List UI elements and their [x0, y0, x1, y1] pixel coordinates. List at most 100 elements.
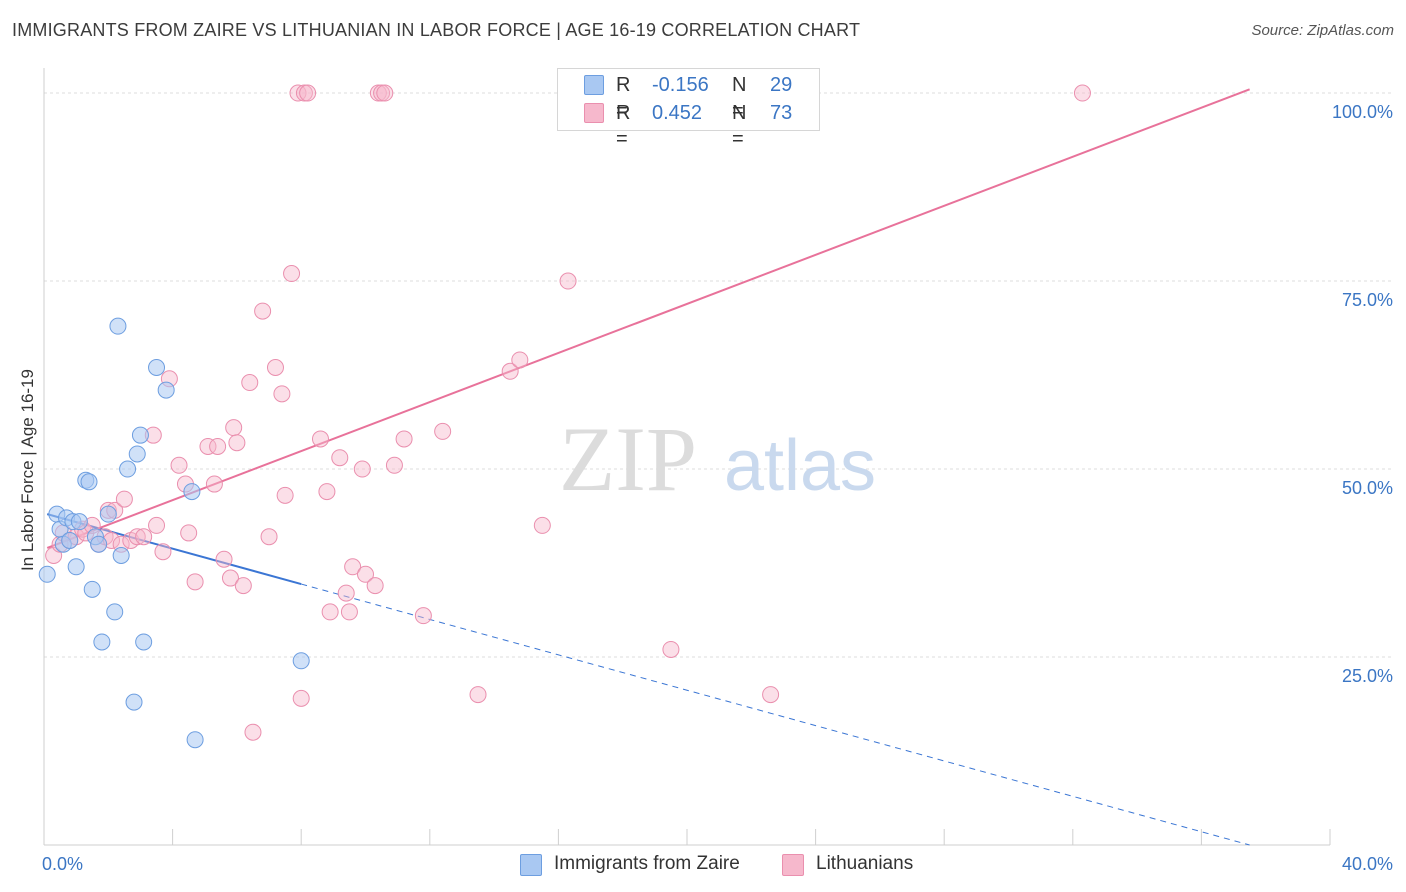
- watermark-atlas: atlas: [724, 426, 876, 506]
- zaire-point: [67, 558, 85, 576]
- lithuanians-point: [221, 569, 239, 587]
- lithuanians-point: [289, 84, 307, 102]
- lithuanians-point: [276, 486, 294, 504]
- lithuanians-point: [321, 603, 339, 621]
- lithuanians-point: [337, 584, 355, 602]
- lithuanians-point: [559, 272, 577, 290]
- lithuanians-point: [353, 460, 371, 478]
- lithuanians-point: [244, 723, 262, 741]
- zaire-point: [119, 460, 137, 478]
- lithuanians-point: [254, 302, 272, 320]
- lithuanians-point: [501, 362, 519, 380]
- lithuanians-point: [344, 558, 362, 576]
- r-key: R =: [616, 74, 631, 122]
- lithuanians-point: [170, 456, 188, 474]
- lithuanians-point: [154, 543, 172, 561]
- lithuanians-point: [135, 528, 153, 546]
- lithuanians-point: [662, 640, 680, 658]
- y-tick-label: 50.0%: [1342, 478, 1393, 498]
- axes: [43, 68, 1331, 846]
- r-value: 0.452: [652, 102, 703, 124]
- zaire-point: [93, 633, 111, 651]
- zaire-point: [61, 531, 79, 549]
- series-legend: Immigrants from Zaire Lithuanians: [0, 852, 1406, 878]
- lithuanians-point: [331, 449, 349, 467]
- zaire-point: [135, 633, 153, 651]
- zaire-point: [292, 652, 310, 670]
- watermark-zip: ZIP: [559, 408, 697, 510]
- zaire-point: [186, 731, 204, 749]
- zaire-point: [109, 317, 127, 335]
- zaire-point: [131, 426, 149, 444]
- lithuanians-point: [340, 603, 358, 621]
- zaire-point: [83, 580, 101, 598]
- lithuanians-point: [299, 84, 317, 102]
- zaire-point: [183, 483, 201, 501]
- tick-labels: 25.0% 50.0% 75.0% 100.0% 0.0% 40.0%: [42, 102, 1393, 874]
- y-tick-label: 75.0%: [1342, 290, 1393, 310]
- zaire-point: [80, 473, 98, 491]
- r-value: -0.156: [652, 74, 709, 96]
- lithuanians-trend-line: [46, 88, 1250, 549]
- lithuanians-point: [511, 351, 529, 369]
- legend-label-zaire: Immigrants from Zaire: [554, 853, 740, 874]
- zaire-point: [112, 546, 130, 564]
- x-tick-label: 40.0%: [1342, 854, 1393, 874]
- lithuanians-point: [395, 430, 413, 448]
- lithuanians-point: [199, 437, 217, 455]
- zaire-point: [148, 359, 166, 377]
- zaire-points: [38, 317, 310, 749]
- lithuanians-swatch: [584, 103, 604, 123]
- n-key: N =: [732, 74, 747, 122]
- lithuanians-point: [234, 577, 252, 595]
- lithuanians-point: [209, 437, 227, 455]
- lithuanians-swatch: [782, 854, 804, 876]
- lithuanians-point: [180, 524, 198, 542]
- n-value: 73: [770, 102, 793, 124]
- lithuanians-point: [205, 475, 223, 493]
- zaire-point: [157, 381, 175, 399]
- lithuanians-point: [186, 573, 204, 591]
- chart-title: IMMIGRANTS FROM ZAIRE VS LITHUANIAN IN L…: [12, 20, 861, 40]
- lithuanians-point: [228, 434, 246, 452]
- lithuanians-point: [115, 490, 133, 508]
- n-value: 29: [770, 74, 793, 96]
- zaire-point: [128, 445, 146, 463]
- zaire-point: [106, 603, 124, 621]
- zaire-point: [90, 535, 108, 553]
- lithuanians-point: [311, 430, 329, 448]
- lithuanians-point: [273, 385, 291, 403]
- lithuanians-point: [241, 374, 259, 392]
- lithuanians-point: [225, 419, 243, 437]
- zaire-point: [70, 513, 88, 531]
- lithuanians-point: [376, 84, 394, 102]
- lithuanians-point: [357, 565, 374, 583]
- legend-label-lithuanians: Lithuanians: [816, 853, 914, 874]
- y-tick-label: 100.0%: [1332, 102, 1393, 122]
- lithuanians-point: [128, 528, 146, 546]
- lithuanians-point: [434, 422, 452, 440]
- lithuanians-point: [414, 607, 432, 625]
- lithuanians-point: [762, 686, 780, 704]
- lithuanians-point: [266, 359, 284, 377]
- lithuanians-points: [45, 84, 1091, 741]
- lithuanians-point: [283, 265, 301, 283]
- lithuanians-point: [292, 689, 310, 707]
- lithuanians-point: [469, 686, 487, 704]
- zaire-swatch: [520, 854, 542, 876]
- lithuanians-point: [260, 528, 278, 546]
- lithuanians-point: [1073, 84, 1091, 102]
- x-tick-label: 0.0%: [42, 854, 83, 874]
- lithuanians-point: [318, 483, 336, 501]
- lithuanians-point: [215, 550, 233, 568]
- source-label: Source: ZipAtlas.com: [1251, 22, 1394, 39]
- lithuanians-point: [148, 516, 166, 534]
- n-key: N =: [732, 102, 747, 150]
- lithuanians-point: [385, 456, 403, 474]
- lithuanians-point: [366, 577, 384, 595]
- y-tick-label: 25.0%: [1342, 666, 1393, 686]
- lithuanians-point: [533, 516, 551, 534]
- zaire-trend-extension: [301, 583, 1250, 846]
- zaire-point: [38, 565, 56, 583]
